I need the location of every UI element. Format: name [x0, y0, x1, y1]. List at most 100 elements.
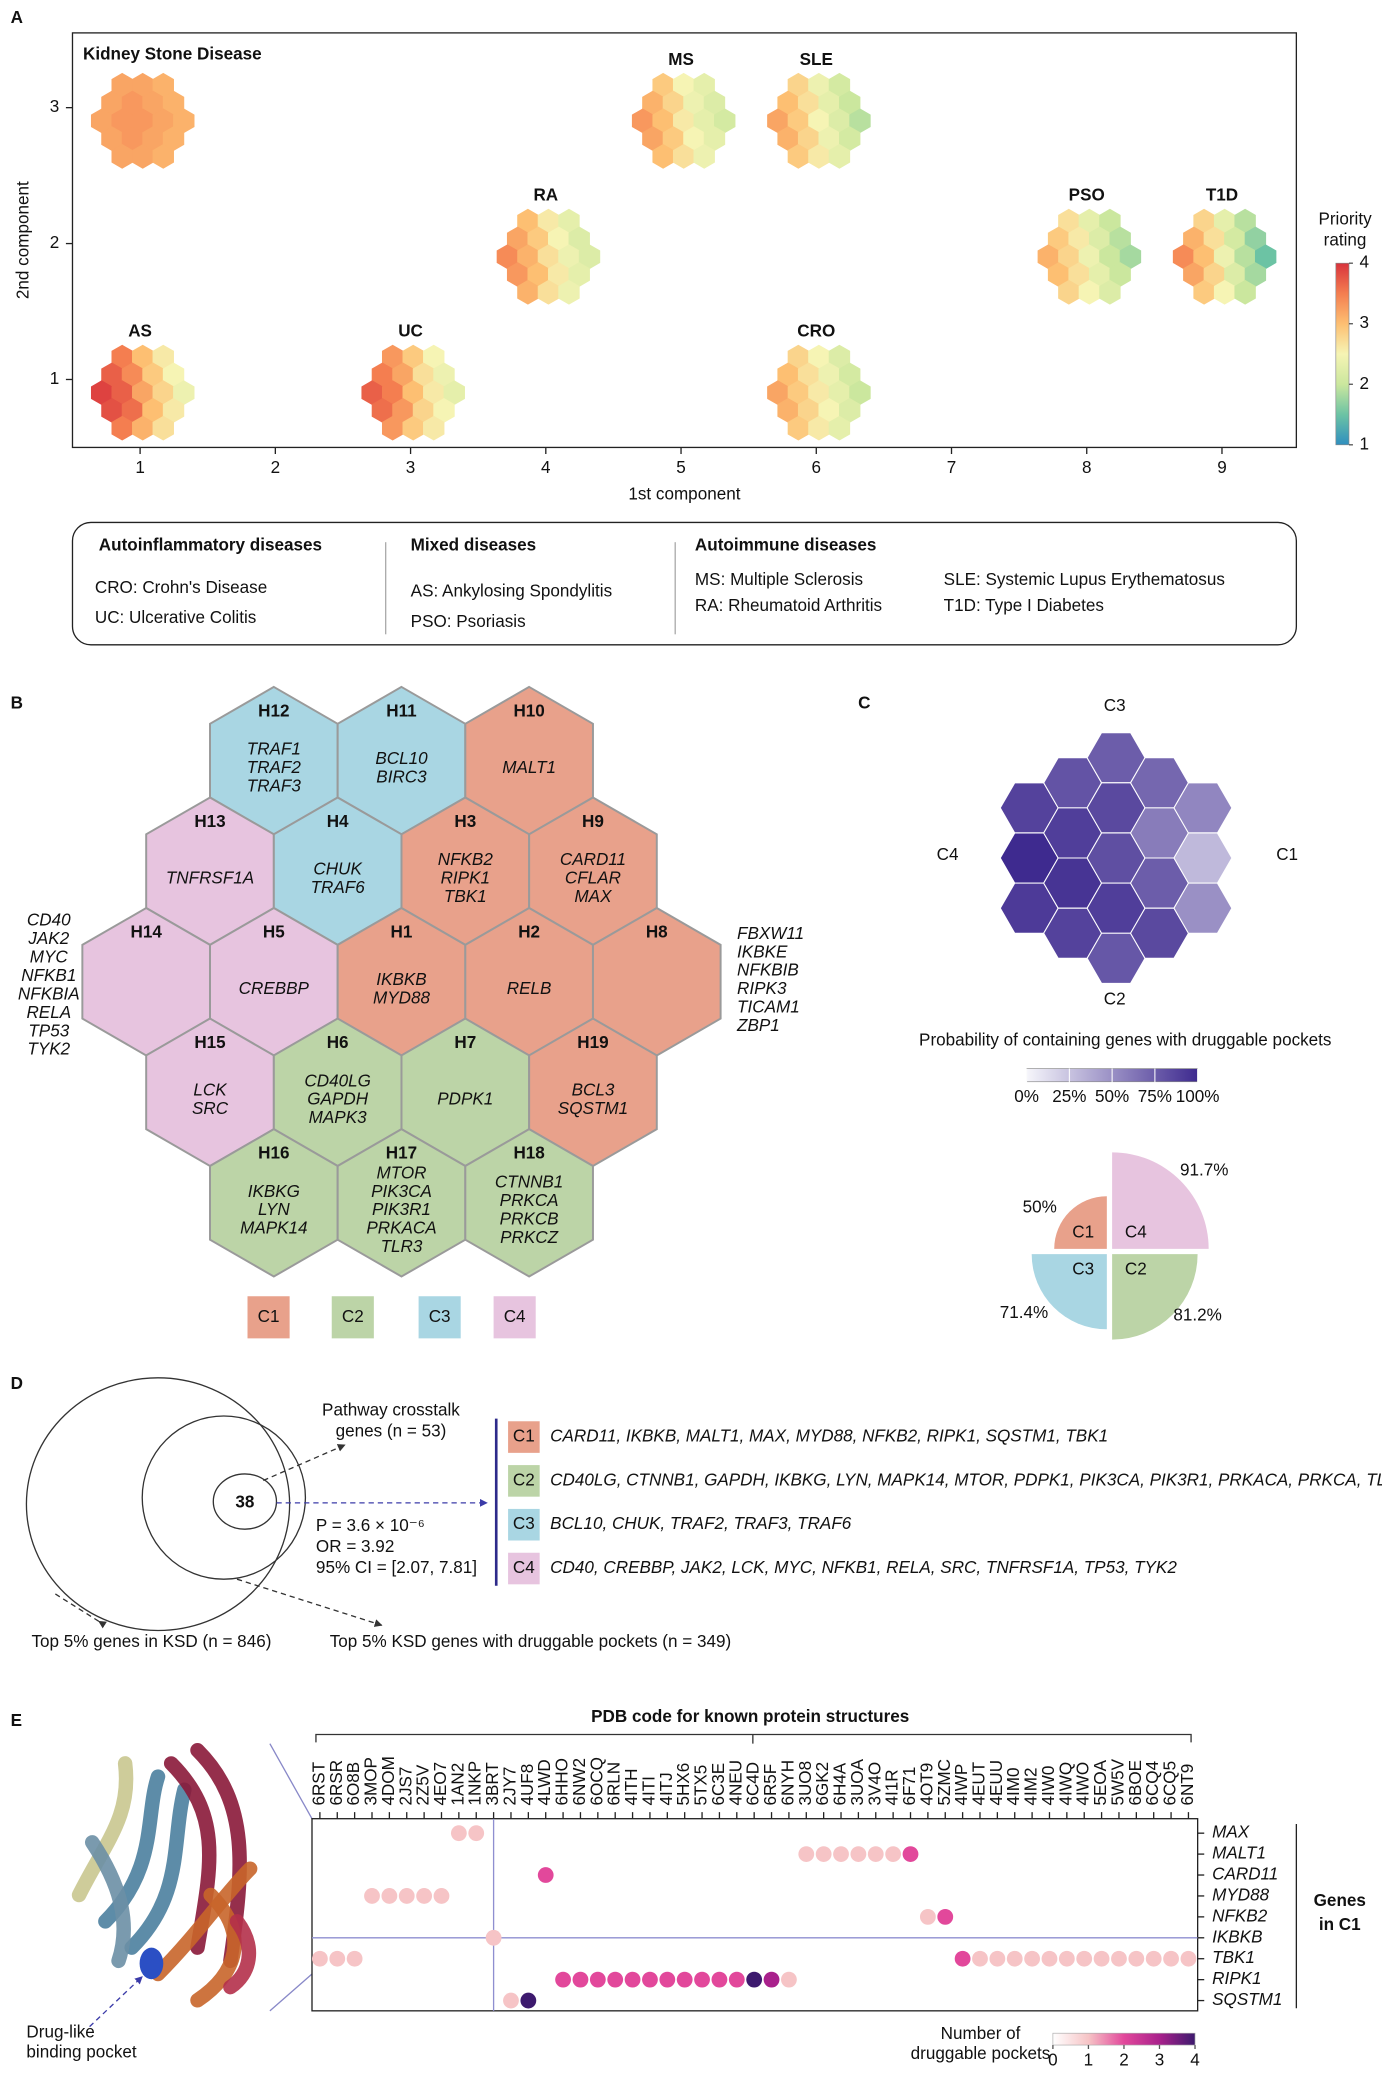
protein-structure [71, 1743, 258, 2008]
pocket-dot [746, 1971, 763, 1988]
pocket-dot [624, 1971, 641, 1988]
legend-box [71, 521, 1298, 646]
hex-cell [1234, 279, 1256, 305]
x-tick-label: 5 [676, 458, 686, 477]
disease-label: RA [533, 186, 558, 205]
pdb-code: 1AN2 [448, 1763, 467, 1806]
gene-label: CARD11 [1212, 1865, 1278, 1884]
pdb-code: 5W5V [1108, 1758, 1127, 1805]
pdb-code: 6OCQ [587, 1757, 606, 1805]
pdb-code: 4ITJ [657, 1772, 676, 1805]
side-gene: JAK2 [27, 929, 69, 948]
venn-outer [25, 1377, 291, 1632]
gene-name: PDPK1 [437, 1090, 493, 1109]
disease-label: SLE [800, 50, 833, 69]
colorbar-tick-label: 0% [1014, 1087, 1039, 1106]
helix [71, 1756, 134, 1903]
dashed-arrow [52, 1591, 107, 1629]
disease-cluster [1172, 208, 1277, 305]
gene-name: GAPDH [307, 1090, 368, 1109]
zoom-line [269, 1973, 313, 2012]
panel-letter: C [858, 694, 870, 713]
panel-letter: E [11, 1711, 22, 1730]
gene-label: IKBKB [1212, 1927, 1262, 1946]
cluster-legend-label: C4 [504, 1307, 526, 1326]
pocket-dot [867, 1846, 884, 1862]
legend-item: RA: Rheumatoid Arthritis [695, 596, 882, 615]
hex-cell [693, 144, 715, 169]
gene-name: CFLAR [565, 869, 621, 888]
disease-cluster [1037, 208, 1142, 305]
overlap-count: 38 [235, 1492, 254, 1511]
pdb-code: 2Z5V [414, 1764, 433, 1805]
pocket-dot [902, 1846, 919, 1862]
gene-label: MALT1 [1212, 1844, 1266, 1863]
pocket-dot [833, 1846, 849, 1862]
cluster-label: C4 [937, 845, 959, 864]
colorbar-title: Priority [1318, 209, 1372, 228]
pdb-code: 6GK2 [813, 1762, 832, 1806]
pocket-dot [642, 1971, 658, 1988]
pocket-dot [555, 1971, 571, 1988]
pocket-dot [954, 1950, 971, 1967]
pocket-dot [589, 1971, 606, 1988]
legend-group-title: Mixed diseases [411, 536, 536, 555]
pocket-dot [416, 1888, 433, 1904]
gene-name: CD40LG [304, 1071, 371, 1090]
pdb-code: 6RLN [605, 1762, 624, 1806]
pocket-dot [381, 1888, 398, 1904]
gene-name: TRAF2 [247, 758, 302, 777]
hex-cell [558, 279, 580, 305]
y-tick-label: 3 [50, 97, 60, 116]
gene-name: LCK [193, 1080, 228, 1099]
title-bracket [315, 1733, 1192, 1744]
slice-value-label: 71.4% [1000, 1303, 1048, 1322]
side-gene: MYC [30, 948, 69, 967]
pdb-code: 6O8B [344, 1762, 363, 1806]
disease-label: MS [668, 50, 694, 69]
colorbar-tick-label: 0 [1048, 2050, 1058, 2069]
disease-cluster [496, 208, 601, 305]
panel-letter: B [11, 694, 23, 713]
cluster-legend-label: C2 [342, 1307, 364, 1326]
dotplot-title: PDB code for known protein structures [591, 1707, 909, 1726]
hexagon-id: H11 [386, 701, 417, 720]
polar-slice [1031, 1254, 1107, 1330]
gene-label: NFKB2 [1212, 1906, 1268, 1925]
cluster-swatch [508, 1552, 540, 1585]
gene-name: TLR3 [381, 1237, 423, 1256]
pdb-code: 4IWQ [1056, 1762, 1075, 1806]
pocket-dot [398, 1888, 415, 1904]
cluster-genes: BCL10, CHUK, TRAF2, TRAF3, TRAF6 [550, 1514, 852, 1533]
pdb-code: 4IWP [952, 1764, 971, 1806]
side-gene: TYK2 [27, 1040, 70, 1059]
gene-name: BIRC3 [376, 767, 427, 786]
disease-label: CRO [797, 322, 835, 341]
pdb-code: 4IM2 [1022, 1768, 1041, 1806]
pdb-code: 3UO8 [796, 1761, 815, 1806]
colorbar-tick-label: 25% [1052, 1087, 1086, 1106]
pdb-code: 4EO7 [431, 1762, 450, 1806]
colorbar-tick-label: 1 [1084, 2050, 1094, 2069]
side-gene: IKBKE [737, 942, 788, 961]
gene-name: BCL10 [375, 749, 428, 768]
gene-name: CHUK [313, 859, 363, 878]
hexagon-id: H6 [327, 1033, 349, 1052]
x-tick-label: 7 [947, 458, 957, 477]
hexagon-id: H16 [258, 1144, 289, 1163]
pocket-dot [1163, 1950, 1179, 1967]
pdb-code: 4IW0 [1039, 1766, 1058, 1806]
x-tick-label: 4 [541, 458, 551, 477]
cluster-legend-swatch [331, 1296, 374, 1339]
pdb-code: 6C4D [744, 1762, 763, 1806]
slice-value-label: 50% [1023, 1198, 1057, 1217]
hexagon-id: H13 [194, 812, 225, 831]
disease-label: Kidney Stone Disease [83, 45, 262, 64]
pocket-dot [1111, 1950, 1127, 1967]
gene-name: MAX [574, 887, 612, 906]
gene-name: SRC [192, 1099, 229, 1118]
pocket-dot [364, 1888, 380, 1904]
cluster-swatch [508, 1421, 540, 1453]
pdb-code: 6NW2 [570, 1758, 589, 1806]
